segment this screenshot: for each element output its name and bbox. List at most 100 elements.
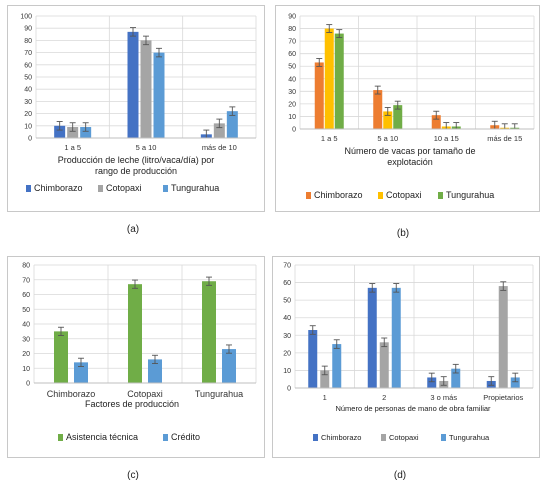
- chart-panel-d: 0 10 20 30 40 50 60 70 1 2 3 o más Propietarios Núme…: [272, 256, 540, 458]
- bar-a-2-0: [80, 127, 92, 138]
- bar-c-0-1: [128, 284, 142, 383]
- bar-b-2-0: [334, 33, 344, 130]
- y-tick-label: 10: [283, 368, 291, 375]
- legend-label: Tungurahua: [449, 433, 490, 442]
- y-tick-label: 70: [283, 263, 291, 270]
- bar-a-2-1: [153, 52, 165, 138]
- bar-b-1-0: [324, 28, 334, 129]
- y-tick-label: 40: [22, 322, 30, 329]
- x-axis-title: explotación: [387, 157, 433, 167]
- bar-b-1-1: [383, 111, 393, 129]
- bar-b-0-1: [373, 90, 383, 129]
- y-tick-label: 90: [288, 14, 296, 21]
- legend-swatch: [163, 434, 168, 441]
- y-tick-label: 20: [288, 101, 296, 108]
- y-tick-label: 60: [24, 62, 32, 69]
- bar-a-2-2: [226, 111, 238, 138]
- y-tick-label: 40: [283, 315, 291, 322]
- legend-swatch: [98, 185, 103, 192]
- bar-a-0-0: [54, 125, 66, 138]
- x-tick-label: Propietarios: [483, 393, 523, 402]
- y-tick-label: 10: [288, 114, 296, 121]
- bar-d-0-2: [427, 377, 437, 388]
- y-tick-label: 70: [24, 50, 32, 57]
- bar-d-0-1: [367, 287, 377, 388]
- legend-label: Crédito: [171, 432, 200, 442]
- y-tick-label: 90: [24, 26, 32, 33]
- bar-a-1-0: [67, 127, 79, 138]
- bar-c-1-1: [148, 359, 162, 383]
- legend-label: Cotopaxi: [389, 433, 419, 442]
- bar-b-0-0: [314, 62, 324, 130]
- x-axis-title: Factores de producción: [85, 399, 179, 409]
- chart-panel-c: 0 10 20 30 40 50 60 70 80 Chimborazo Cotopaxi Tungu…: [7, 256, 265, 458]
- legend-swatch: [438, 192, 443, 199]
- y-tick-label: 80: [22, 263, 30, 270]
- x-tick-label: más de 10: [202, 143, 237, 152]
- y-tick-label: 30: [288, 89, 296, 96]
- y-tick-label: 40: [24, 87, 32, 94]
- panel-label-d: (d): [393, 470, 407, 481]
- x-axis-title: Producción de leche (litro/vaca/día) por: [58, 155, 215, 165]
- bar-d-1-1: [379, 342, 389, 388]
- x-tick-label: 10 a 15: [434, 134, 459, 143]
- bar-d-2-1: [391, 287, 401, 388]
- y-tick-label: 60: [22, 292, 30, 299]
- y-tick-label: 30: [24, 99, 32, 106]
- bar-c-1-2: [222, 349, 236, 383]
- chart-panel-b: 0 10 20 30 40 50 60 70 80 90 1 a 5 5 a 10 10 a 15 más…: [275, 5, 540, 212]
- y-tick-label: 0: [26, 381, 30, 388]
- chart-svg-d: 0 10 20 30 40 50 60 70 1 2 3 o más Propietarios Núme…: [283, 263, 534, 442]
- y-tick-label: 30: [283, 333, 291, 340]
- x-tick-label: 5 a 10: [136, 143, 157, 152]
- y-tick-label: 20: [22, 351, 30, 358]
- legend-label: Asistencia técnica: [66, 432, 138, 442]
- y-tick-label: 20: [24, 111, 32, 118]
- bar-d-1-3: [498, 286, 508, 388]
- x-tick-label: más de 15: [487, 134, 522, 143]
- y-tick-label: 80: [288, 26, 296, 33]
- bar-b-0-2: [431, 115, 441, 129]
- y-tick-label: 50: [288, 64, 296, 71]
- legend-label: Tungurahua: [171, 183, 219, 193]
- x-tick-label: 1 a 5: [64, 143, 81, 152]
- x-tick-label: 3 o más: [430, 393, 457, 402]
- legend-swatch: [381, 434, 386, 441]
- panel-label-c: (c): [127, 470, 139, 481]
- x-axis-title: Número de vacas por tamaño de: [344, 146, 475, 156]
- legend-swatch: [441, 434, 446, 441]
- x-axis-title: rango de producción: [95, 166, 177, 176]
- y-tick-label: 50: [24, 75, 32, 82]
- y-tick-label: 10: [24, 123, 32, 130]
- bar-c-0-0: [54, 331, 68, 383]
- panel-label-a: (a): [126, 224, 140, 235]
- x-tick-label: Chimborazo: [47, 389, 96, 399]
- bar-d-1-0: [320, 370, 330, 388]
- y-tick-label: 10: [22, 366, 30, 373]
- chart-svg-b: 0 10 20 30 40 50 60 70 80 90 1 a 5 5 a 10 10 a 15 más…: [288, 14, 535, 200]
- bar-c-0-2: [202, 281, 216, 383]
- bar-d-0-0: [308, 330, 318, 388]
- y-tick-label: 60: [288, 51, 296, 58]
- bar-a-1-2: [213, 123, 225, 138]
- bar-a-0-1: [127, 31, 139, 138]
- x-tick-label: 5 a 10: [377, 134, 398, 143]
- y-tick-label: 70: [22, 277, 30, 284]
- legend-label: Cotopaxi: [386, 190, 422, 200]
- chart-svg-a: 0 10 20 30 40 50 60 70 80 90 100 1 a 5 5 a 10 más de …: [20, 14, 257, 193]
- legend-swatch: [313, 434, 318, 441]
- bar-b-2-1: [393, 105, 403, 129]
- bar-a-1-1: [140, 40, 152, 138]
- legend-label: Chimborazo: [34, 183, 83, 193]
- bar-d-2-0: [332, 344, 342, 388]
- bar-d-2-2: [451, 368, 461, 388]
- bar-d-2-3: [510, 377, 520, 388]
- y-tick-label: 0: [292, 127, 296, 134]
- legend-label: Chimborazo: [314, 190, 363, 200]
- x-tick-label: 2: [382, 393, 386, 402]
- legend-swatch: [58, 434, 63, 441]
- y-tick-label: 30: [22, 336, 30, 343]
- chart-panel-a: 0 10 20 30 40 50 60 70 80 90 100 1 a 5 5 a 10 más de …: [7, 5, 265, 212]
- legend-swatch: [378, 192, 383, 199]
- legend-label: Chimborazo: [321, 433, 361, 442]
